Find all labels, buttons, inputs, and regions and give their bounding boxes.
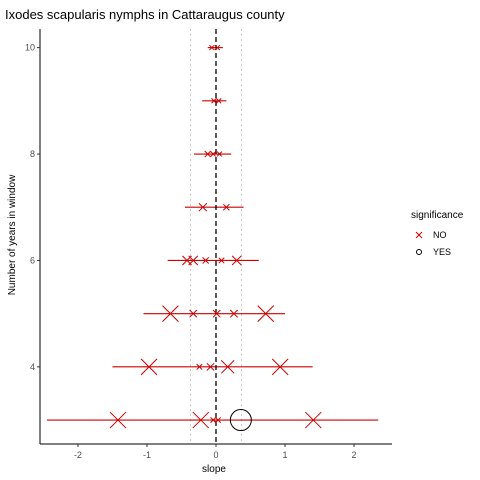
- chart-title: Ixodes scapularis nymphs in Cattaraugus …: [5, 7, 285, 22]
- point-stroke: [271, 358, 289, 376]
- point-stroke: [196, 363, 203, 370]
- point-not-significant: [216, 151, 223, 157]
- point-not-significant: [222, 203, 230, 211]
- point-not-significant: [210, 151, 217, 157]
- point-stroke: [210, 151, 217, 157]
- point-significant: [229, 409, 252, 432]
- point-stroke: [188, 255, 199, 266]
- point-not-significant: [198, 202, 208, 212]
- y-tick-label: 8: [30, 149, 35, 159]
- point-not-significant: [206, 362, 215, 371]
- point-stroke: [198, 202, 208, 212]
- point-not-significant: [196, 363, 203, 370]
- axes: -2 -1 0 1 2 4 6 8 10: [25, 29, 392, 460]
- legend-entries: NO YES: [415, 230, 451, 257]
- point-not-significant: [218, 257, 225, 264]
- x-tick-label: 2: [352, 450, 357, 460]
- y-tick-label: 4: [30, 362, 35, 372]
- point-stroke: [192, 411, 210, 429]
- point-stroke: [210, 416, 217, 424]
- legend-key-circle-icon: [416, 249, 422, 255]
- point-stroke: [204, 150, 212, 158]
- point-stroke: [214, 44, 221, 51]
- point-stroke: [304, 411, 322, 429]
- point-not-significant: [210, 416, 217, 424]
- point-stroke: [212, 309, 221, 318]
- point-not-significant: [188, 255, 199, 266]
- point-stroke: [216, 151, 223, 157]
- point-stroke: [229, 309, 238, 318]
- y-axis-title: Number of years in window: [7, 174, 18, 295]
- point-stroke: [211, 98, 217, 104]
- point-stroke: [214, 416, 222, 424]
- point-stroke: [220, 360, 235, 374]
- point-not-significant: [140, 358, 158, 376]
- point-not-significant: [214, 44, 221, 51]
- y-tick-label: 6: [30, 255, 35, 265]
- point-not-significant: [202, 257, 210, 264]
- legend-title: significance: [411, 210, 464, 221]
- point-stroke: [231, 255, 242, 266]
- x-tick-label: 0: [213, 450, 218, 460]
- point-stroke: [162, 305, 179, 323]
- point-stroke: [257, 305, 275, 323]
- point-not-significant: [189, 309, 198, 318]
- x-tick-label: -2: [74, 450, 82, 460]
- point-stroke: [189, 309, 198, 318]
- plot-area: [46, 29, 379, 444]
- point-not-significant: [231, 255, 242, 266]
- point-not-significant: [162, 305, 179, 323]
- point-stroke: [202, 257, 210, 264]
- point-not-significant: [212, 309, 221, 318]
- point-not-significant: [271, 358, 289, 376]
- x-tick-label: -1: [143, 450, 151, 460]
- legend-key-stroke: [415, 231, 423, 239]
- point-not-significant: [109, 411, 127, 429]
- legend-key-x-icon: [415, 231, 423, 239]
- point-not-significant: [209, 44, 215, 51]
- point-not-significant: [211, 98, 217, 104]
- x-axis-title: slope: [202, 464, 226, 475]
- y-tick-label: 10: [25, 43, 35, 53]
- point-stroke: [209, 44, 215, 51]
- point-stroke: [206, 362, 215, 371]
- point-not-significant: [204, 150, 212, 158]
- legend-label: NO: [433, 230, 447, 240]
- point-stroke: [218, 257, 225, 264]
- point-stroke: [215, 98, 222, 104]
- point-not-significant: [257, 305, 275, 323]
- point-stroke: [222, 203, 230, 211]
- point-not-significant: [214, 416, 222, 424]
- point-not-significant: [220, 360, 235, 374]
- legend-label: YES: [433, 247, 451, 257]
- x-tick-label: 1: [283, 450, 288, 460]
- point-not-significant: [304, 411, 322, 429]
- point-stroke: [109, 411, 127, 429]
- point-not-significant: [229, 309, 238, 318]
- point-stroke: [140, 358, 158, 376]
- point-not-significant: [192, 411, 210, 429]
- legend: significance NO YES: [411, 210, 464, 257]
- point-not-significant: [215, 98, 222, 104]
